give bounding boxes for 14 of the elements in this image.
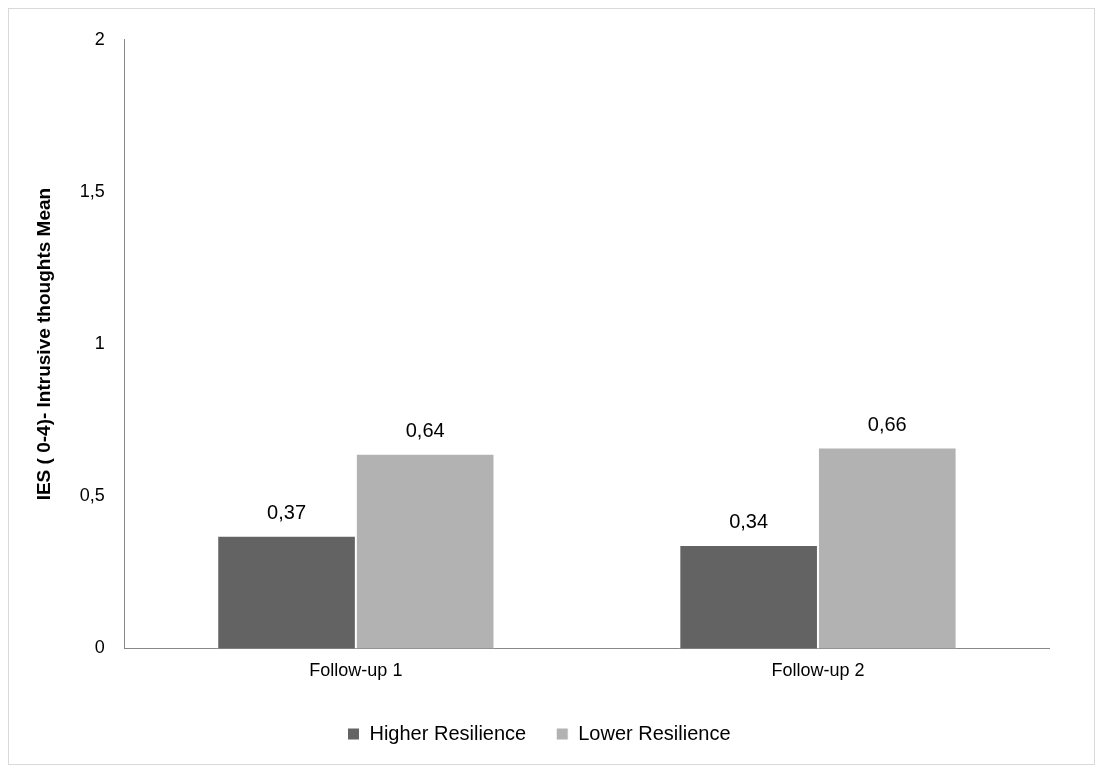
x-tick-label: Follow-up 1 <box>309 660 403 681</box>
data-label: 0,37 <box>267 501 307 524</box>
y-tick-label: 2 <box>94 28 105 49</box>
legend-label: Lower Resilience <box>578 721 731 744</box>
data-label: 0,66 <box>867 413 907 436</box>
legend-label: Higher Resilience <box>369 721 527 744</box>
y-axis-title: IES ( 0-4)- Intrusive thoughts Mean <box>32 187 54 501</box>
data-label: 0,64 <box>405 419 445 442</box>
y-tick-label: 0,5 <box>79 485 105 506</box>
data-label: 0,34 <box>729 510 769 533</box>
y-tick-label: 0 <box>94 637 105 658</box>
y-tick-label: 1,5 <box>79 180 105 201</box>
x-tick-label: Follow-up 2 <box>771 660 865 681</box>
y-tick-label: 1 <box>94 333 105 354</box>
